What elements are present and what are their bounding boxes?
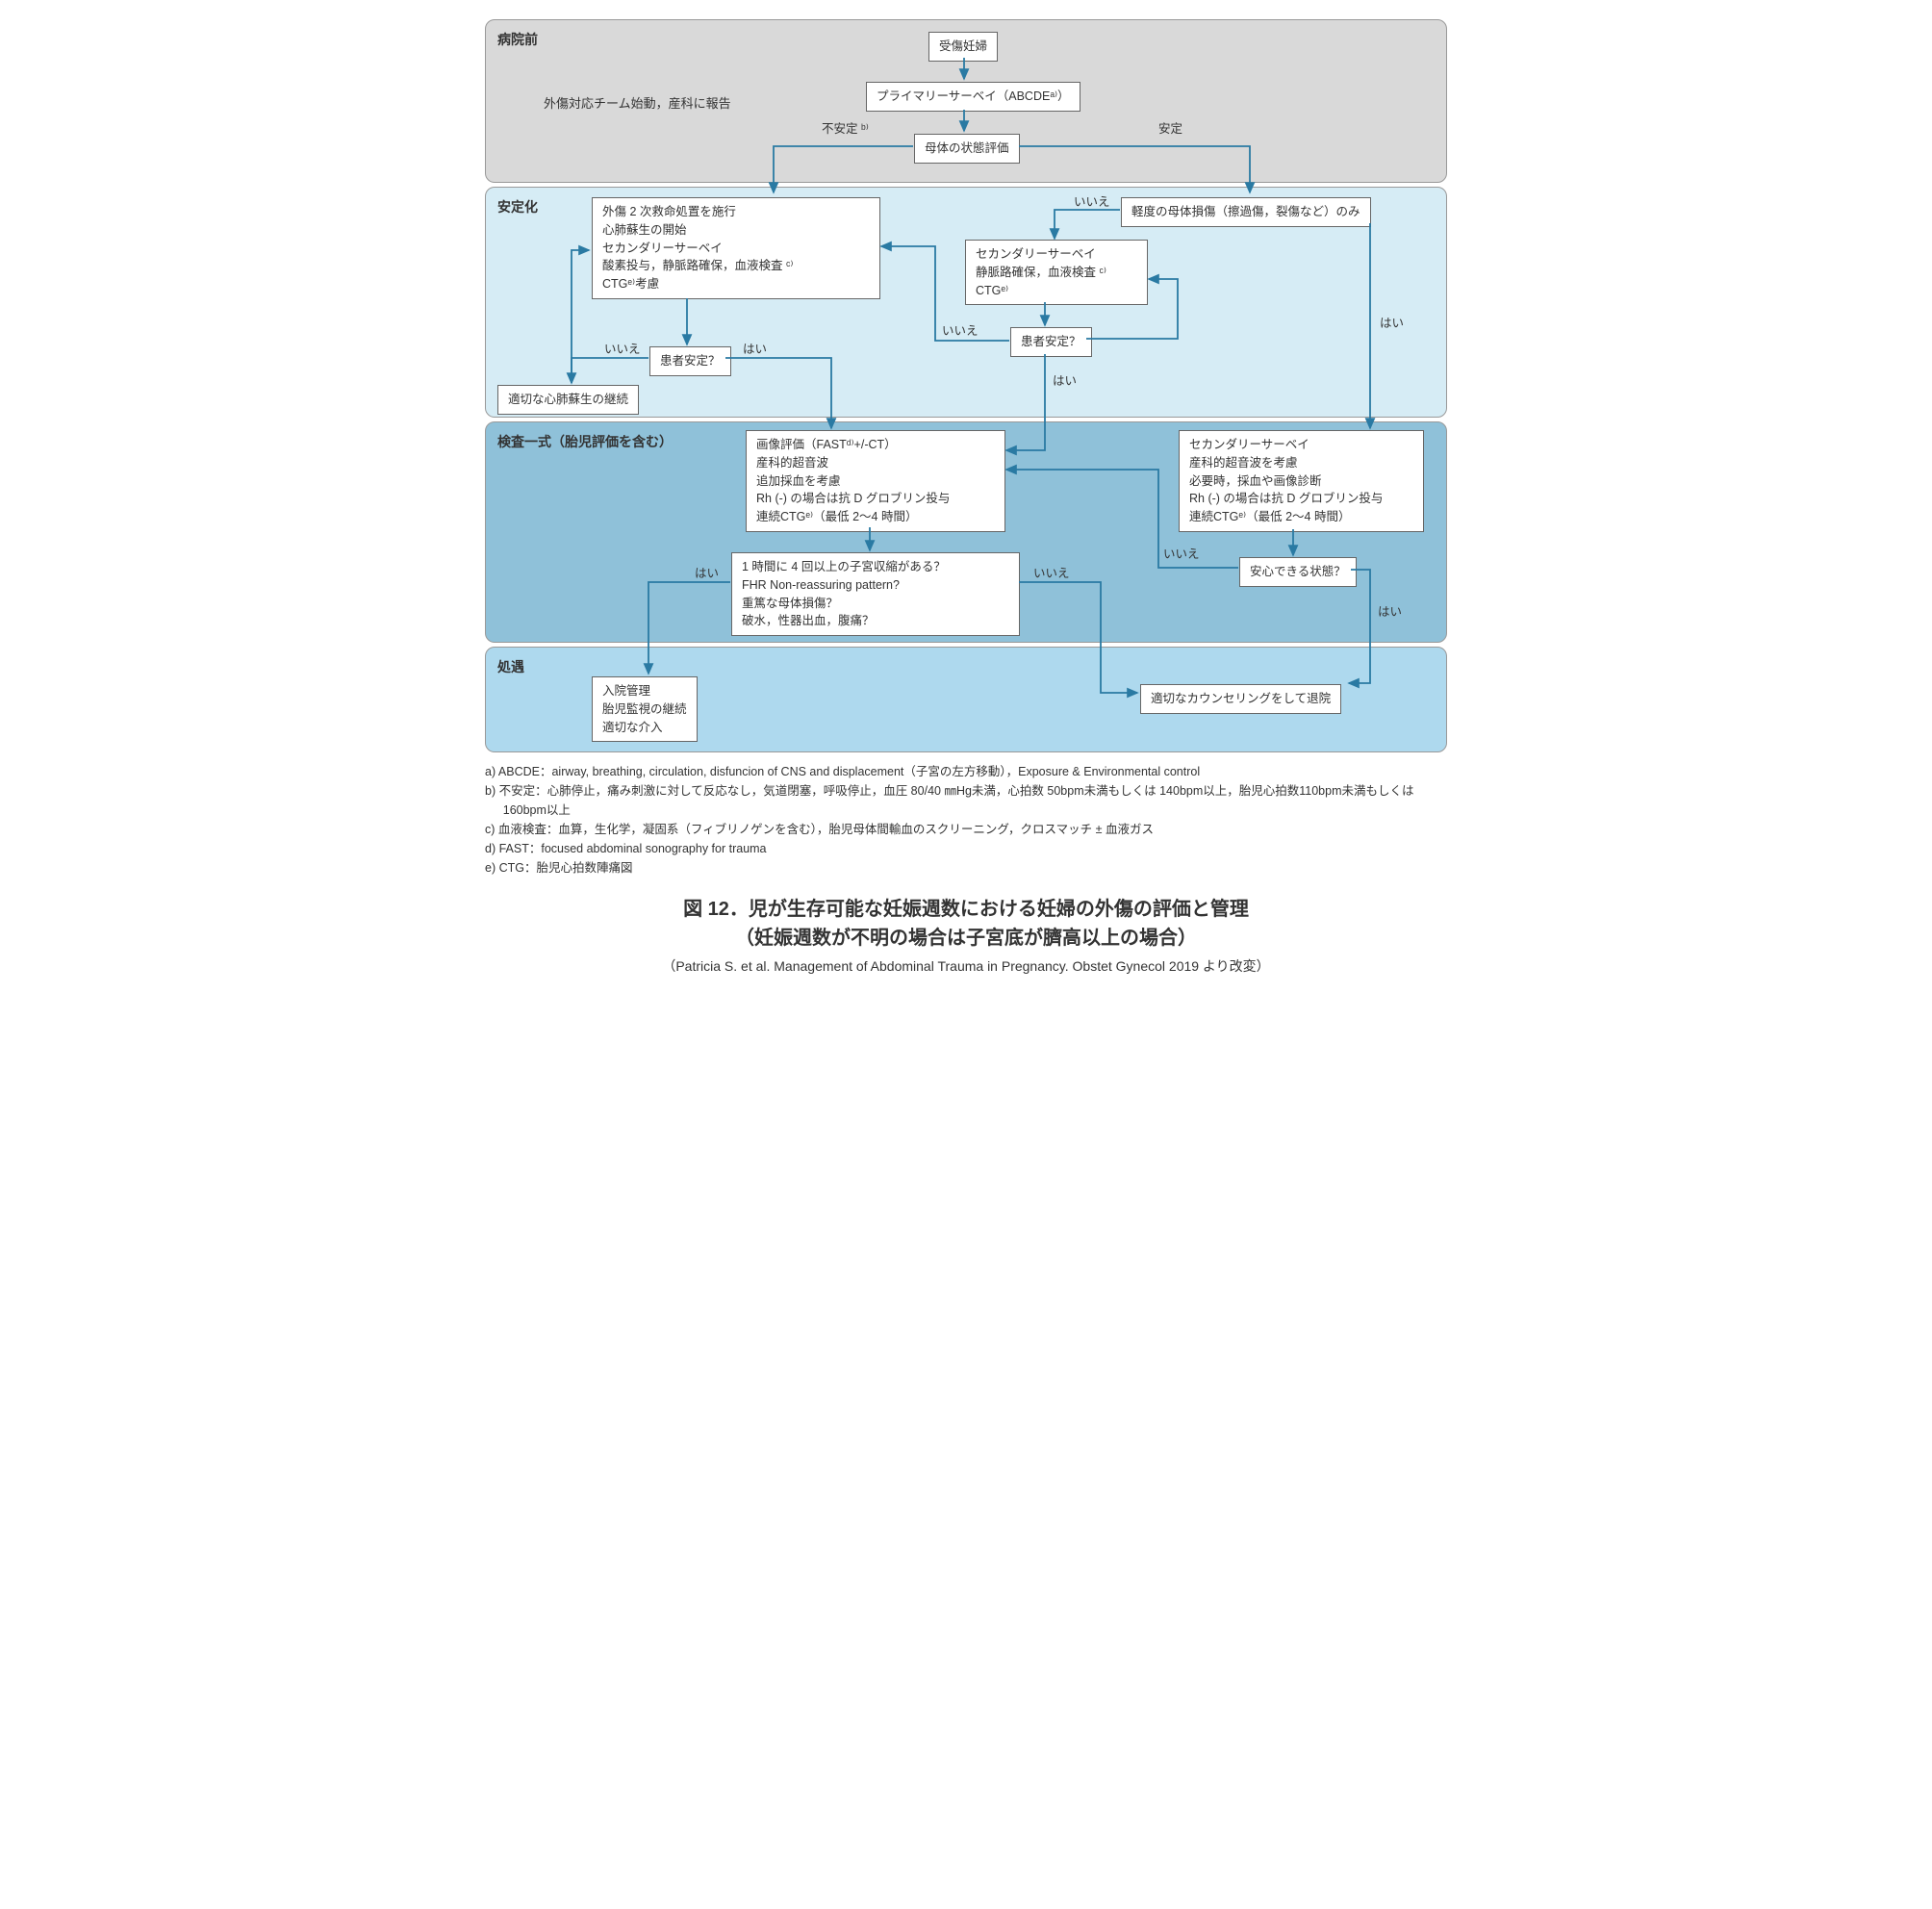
node-secondary-r: セカンダリーサーベイ 静脈路確保，血液検査 ᶜ⁾ CTGᵉ⁾ <box>965 240 1148 305</box>
footnote-a: a) ABCDE：airway, breathing, circulation,… <box>485 762 1447 781</box>
footnote-e: e) CTG：胎児心拍数陣痛図 <box>485 858 1447 878</box>
caption-source: （Patricia S. et al. Management of Abdomi… <box>485 956 1447 976</box>
node-reassure: 安心できる状態？ <box>1239 557 1357 587</box>
node-discharge: 適切なカウンセリングをして退院 <box>1140 684 1341 714</box>
node-start: 受傷妊婦 <box>928 32 998 62</box>
section-workup: 検査一式（胎児評価を含む） 画像評価（FASTᵈ⁾+/-CT） 産科的超音波 追… <box>485 421 1447 643</box>
node-resus: 外傷 2 次救命処置を施行 心肺蘇生の開始 セカンダリーサーベイ 酸素投与，静脈… <box>592 197 880 299</box>
footnote-c: c) 血液検査：血算，生化学，凝固系（フィブリノゲンを含む），胎児母体間輸血のス… <box>485 820 1447 839</box>
node-pt-stable-r: 患者安定？ <box>1010 327 1092 357</box>
caption-line2: （妊娠週数が不明の場合は子宮底が臍高以上の場合） <box>485 924 1447 953</box>
footnote-d: d) FAST：focused abdominal sonography for… <box>485 839 1447 858</box>
flowchart-container: 病院前 外傷対応チーム始動，産科に報告 受傷妊婦 プライマリーサーベイ（ABCD… <box>485 19 1447 976</box>
section-dispo: 処遇 入院管理 胎児監視の継続 適切な介入 適切なカウンセリングをして退院 <box>485 647 1447 752</box>
team-note: 外傷対応チーム始動，産科に報告 <box>544 93 731 112</box>
node-criteria: 1 時間に 4 回以上の子宮収縮がある？ FHR Non-reassuring … <box>731 552 1020 636</box>
node-assess: 母体の状態評価 <box>914 134 1020 164</box>
node-pt-stable-l: 患者安定？ <box>649 346 731 376</box>
node-primary: プライマリーサーベイ（ABCDEᵃ⁾） <box>866 82 1080 112</box>
node-admit: 入院管理 胎児監視の継続 適切な介入 <box>592 676 698 742</box>
node-secondary-ob: セカンダリーサーベイ 産科的超音波を考慮 必要時，採血や画像診断 Rh (-) … <box>1179 430 1424 532</box>
caption-line1: 図 12．児が生存可能な妊娠週数における妊婦の外傷の評価と管理 <box>485 895 1447 924</box>
section-prehospital: 病院前 外傷対応チーム始動，産科に報告 受傷妊婦 プライマリーサーベイ（ABCD… <box>485 19 1447 183</box>
node-continue-cpr: 適切な心肺蘇生の継続 <box>497 385 639 415</box>
node-minor: 軽度の母体損傷（擦過傷，裂傷など）のみ <box>1121 197 1371 227</box>
node-imaging: 画像評価（FASTᵈ⁾+/-CT） 産科的超音波 追加採血を考慮 Rh (-) … <box>746 430 1005 532</box>
figure-caption: 図 12．児が生存可能な妊娠週数における妊婦の外傷の評価と管理 （妊娠週数が不明… <box>485 895 1447 976</box>
footnote-b: b) 不安定：心肺停止，痛み刺激に対して反応なし，気道閉塞，呼吸停止，血圧 80… <box>485 781 1447 820</box>
section-title-dispo: 処遇 <box>497 657 1435 676</box>
footnotes: a) ABCDE：airway, breathing, circulation,… <box>485 762 1447 878</box>
section-stabilize: 安定化 外傷 2 次救命処置を施行 心肺蘇生の開始 セカンダリーサーベイ 酸素投… <box>485 187 1447 418</box>
